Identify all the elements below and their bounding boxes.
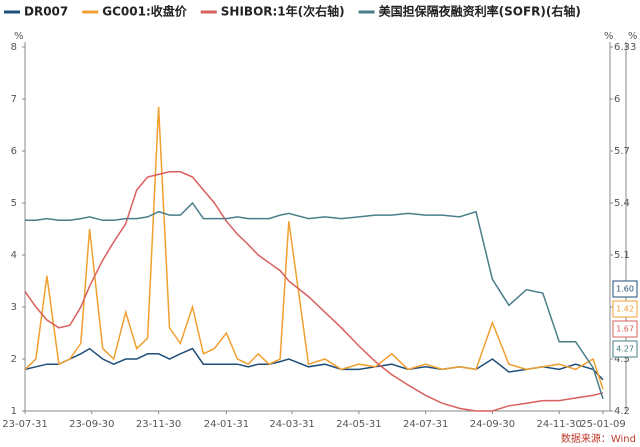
- legend-label: SHIBOR:1年(次右轴): [221, 4, 345, 19]
- end-label: 1.67: [616, 325, 634, 334]
- y2-tick-label: 6.3: [614, 42, 630, 53]
- legend-label: 美国担保隔夜融资利率(SOFR)(右轴): [379, 4, 581, 19]
- y2-tick-label: 6: [614, 94, 620, 105]
- x-tick-label: 24-01-31: [204, 419, 249, 430]
- x-tick-label: 23-11-30: [136, 419, 181, 430]
- x-tick-label: 24-11-30: [537, 419, 582, 430]
- legend-label: DR007: [24, 5, 68, 19]
- y3-tick-label: 3: [630, 42, 636, 53]
- x-tick-label: 25-01-09: [580, 419, 625, 430]
- series-line: [25, 347, 604, 381]
- end-label: 1.42: [616, 305, 634, 314]
- plot: [25, 106, 604, 412]
- x-tick-label: 24-09-30: [470, 419, 515, 430]
- y2-tick-label: 5.1: [614, 250, 630, 261]
- end-label-box: [612, 300, 638, 318]
- x-tick-label: 24-03-31: [269, 419, 314, 430]
- series-line: [25, 106, 604, 390]
- y3-unit: %: [628, 31, 638, 42]
- series-line: [25, 201, 604, 400]
- y2-tick-label: 4.2: [614, 406, 630, 417]
- end-label-box: [612, 320, 638, 338]
- x-tick-label: 23-07-31: [2, 419, 47, 430]
- y-tick-label: 7: [11, 94, 17, 105]
- source: 数据来源：Wind: [561, 432, 636, 445]
- y-unit: %: [14, 31, 24, 42]
- legend-label: GC001:收盘价: [102, 4, 188, 19]
- series-line: [25, 171, 604, 412]
- y-tick-label: 2: [11, 354, 17, 365]
- y-tick-label: 5: [11, 198, 17, 209]
- y2-tick-label: 4.5: [614, 354, 630, 365]
- y2-tick-label: 5.7: [614, 146, 630, 157]
- end-label: 4.27: [616, 345, 634, 354]
- x-tick-label: 24-07-31: [403, 419, 448, 430]
- end-label-box: [612, 340, 638, 358]
- y-tick-label: 8: [11, 42, 17, 53]
- y-tick-label: 3: [11, 302, 17, 313]
- x-tick-label: 24-05-31: [336, 419, 381, 430]
- end-label: 1.60: [616, 285, 634, 294]
- y-tick-label: 6: [11, 146, 17, 157]
- y2-tick-label: 5.4: [614, 198, 630, 209]
- x-tick-label: 23-09-30: [69, 419, 114, 430]
- y-tick-label: 4: [11, 250, 17, 261]
- end-label-box: [612, 280, 638, 298]
- y-tick-label: 1: [11, 406, 17, 417]
- y2-unit: %: [604, 31, 614, 42]
